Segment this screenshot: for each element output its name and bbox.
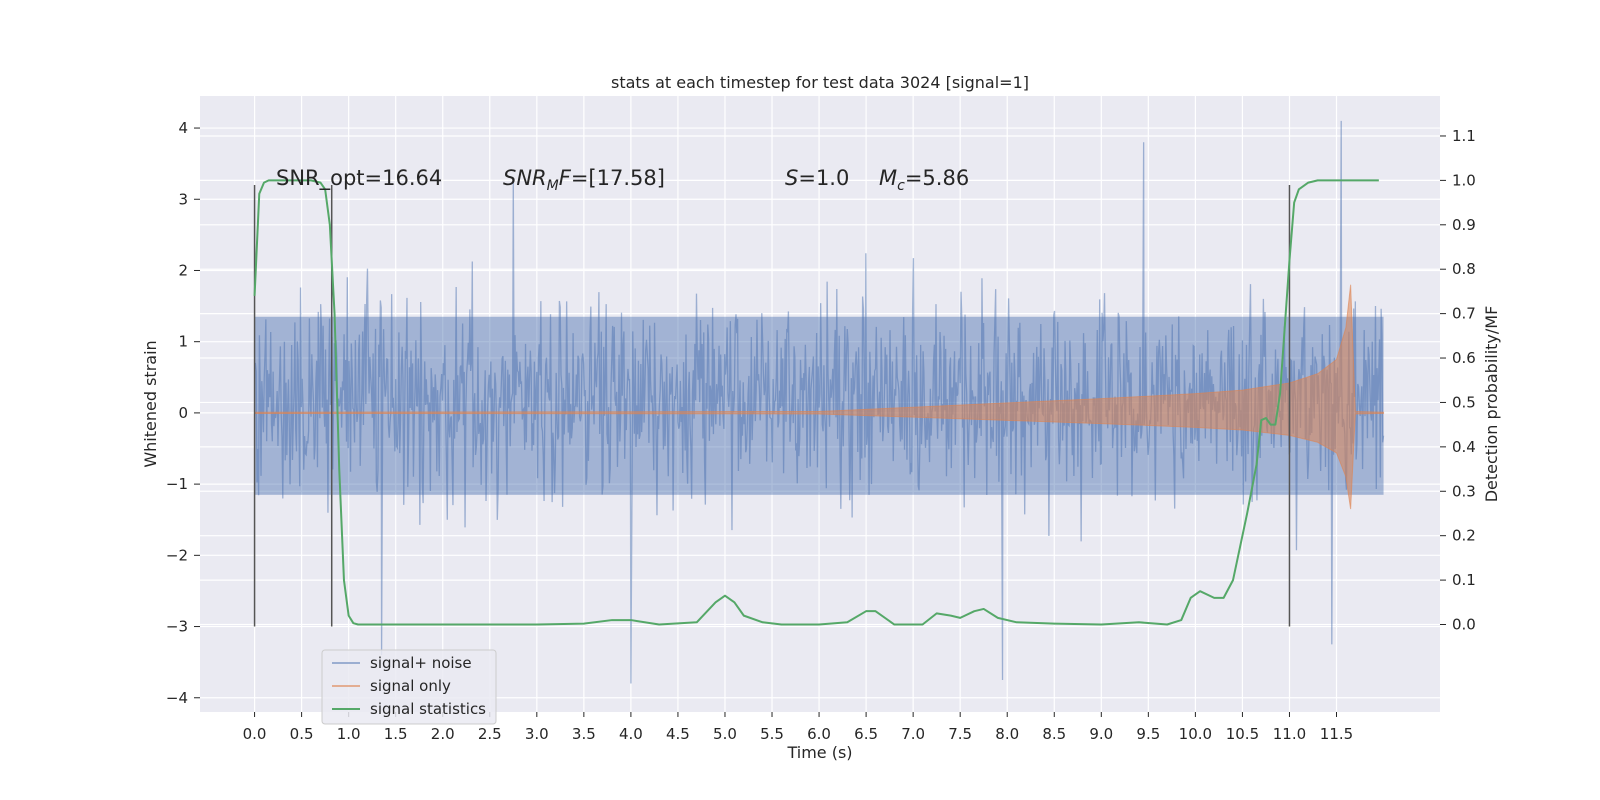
legend-label-signal-only: signal only: [370, 677, 451, 695]
y-right-tick-label-10: 1.0: [1452, 171, 1476, 189]
x-tick-label-9: 4.5: [666, 725, 690, 743]
y-right-tick-label-11: 1.1: [1452, 127, 1476, 145]
plot-area: [253, 120, 1385, 684]
y-left-tick-label-4: 0: [178, 404, 188, 422]
x-tick-label-23: 11.5: [1320, 725, 1353, 743]
x-tick-label-4: 2.0: [431, 725, 455, 743]
y-right-axis-ticks: 0.0 0.1 0.2 0.3 0.4 0.5 0.6 0.7 0.8 0.9 1.0 1.1: [1440, 127, 1476, 634]
chart-title: stats at each timestep for test data 302…: [611, 73, 1029, 92]
legend-box: [321, 649, 497, 725]
series-signal-only: [254, 284, 1385, 510]
legend-label-signal-noise: signal+ noise: [370, 654, 472, 672]
y-right-tick-label-4: 0.4: [1452, 438, 1476, 456]
y-right-tick-label-3: 0.3: [1452, 482, 1476, 500]
annotations: SNR_opt=16.64 SNRMF=[17.58] S=1.0 Mc=5.8…: [276, 166, 969, 194]
y-right-tick-label-1: 0.1: [1452, 571, 1476, 589]
y-left-tick-label-3: −1: [166, 475, 188, 493]
statistics-line: [253, 179, 1379, 626]
annotation-snr-mf: SNRMF=[17.58]: [503, 166, 665, 194]
x-tick-label-5: 2.5: [478, 725, 502, 743]
y-right-tick-label-8: 0.8: [1452, 260, 1476, 278]
y-right-tick-label-0: 0.0: [1452, 616, 1476, 634]
y-left-tick-label-6: 2: [178, 261, 188, 279]
annotation-mc: Mc=5.86: [879, 166, 969, 194]
legend: signal+ noise signal only signal statist…: [321, 649, 497, 725]
x-tick-label-7: 3.5: [572, 725, 596, 743]
annotation-snr-opt: SNR_opt=16.64: [276, 166, 442, 191]
x-tick-label-8: 4.0: [619, 725, 643, 743]
y-left-tick-label-0: −4: [166, 689, 188, 707]
x-tick-label-14: 7.0: [901, 725, 925, 743]
y-right-tick-label-5: 0.5: [1452, 393, 1476, 411]
y-left-tick-label-7: 3: [178, 190, 188, 208]
x-tick-label-22: 11.0: [1273, 725, 1306, 743]
x-tick-label-2: 1.0: [337, 725, 361, 743]
y-left-tick-label-8: 4: [178, 119, 188, 137]
x-tick-label-13: 6.5: [854, 725, 878, 743]
x-tick-label-17: 8.5: [1042, 725, 1066, 743]
y-left-tick-label-1: −3: [166, 618, 188, 636]
x-tick-label-3: 1.5: [384, 725, 408, 743]
x-axis-label: Time (s): [786, 743, 852, 762]
legend-label-signal-statistics: signal statistics: [370, 700, 486, 718]
y-right-tick-label-2: 0.2: [1452, 527, 1476, 545]
x-tick-label-11: 5.5: [760, 725, 784, 743]
y-right-tick-label-9: 0.9: [1452, 216, 1476, 234]
x-tick-label-15: 7.5: [948, 725, 972, 743]
x-tick-label-0: 0.0: [243, 725, 267, 743]
y-right-axis-label: Detection probability/MF: [1482, 306, 1501, 503]
annotation-s: S=1.0: [785, 166, 849, 190]
noise-line: [253, 120, 1385, 684]
series-signal-statistics: [253, 179, 1379, 626]
y-right-tick-label-6: 0.6: [1452, 349, 1476, 367]
x-tick-label-1: 0.5: [290, 725, 314, 743]
x-tick-label-18: 9.0: [1089, 725, 1113, 743]
x-tick-label-6: 3.0: [525, 725, 549, 743]
signal-envelope: [254, 284, 1385, 510]
y-left-axis-label: Whitened strain: [141, 340, 160, 467]
x-tick-label-19: 9.5: [1136, 725, 1160, 743]
x-tick-label-16: 8.0: [995, 725, 1019, 743]
x-tick-label-21: 10.5: [1226, 725, 1259, 743]
x-tick-label-20: 10.0: [1179, 725, 1212, 743]
x-tick-label-12: 6.0: [807, 725, 831, 743]
y-left-axis-ticks: −4 −3 −2 −1 0 1 2 3 4: [166, 119, 200, 707]
y-left-tick-label-2: −2: [166, 546, 188, 564]
y-left-tick-label-5: 1: [178, 333, 188, 351]
y-right-tick-label-7: 0.7: [1452, 305, 1476, 323]
x-axis-ticks: 0.0 0.5 1.0 1.5 2.0 2.5 3.0 3.5 4.0 4.5 5.0 5.5 6.0 6…: [243, 712, 1353, 743]
x-tick-label-10: 5.0: [713, 725, 737, 743]
